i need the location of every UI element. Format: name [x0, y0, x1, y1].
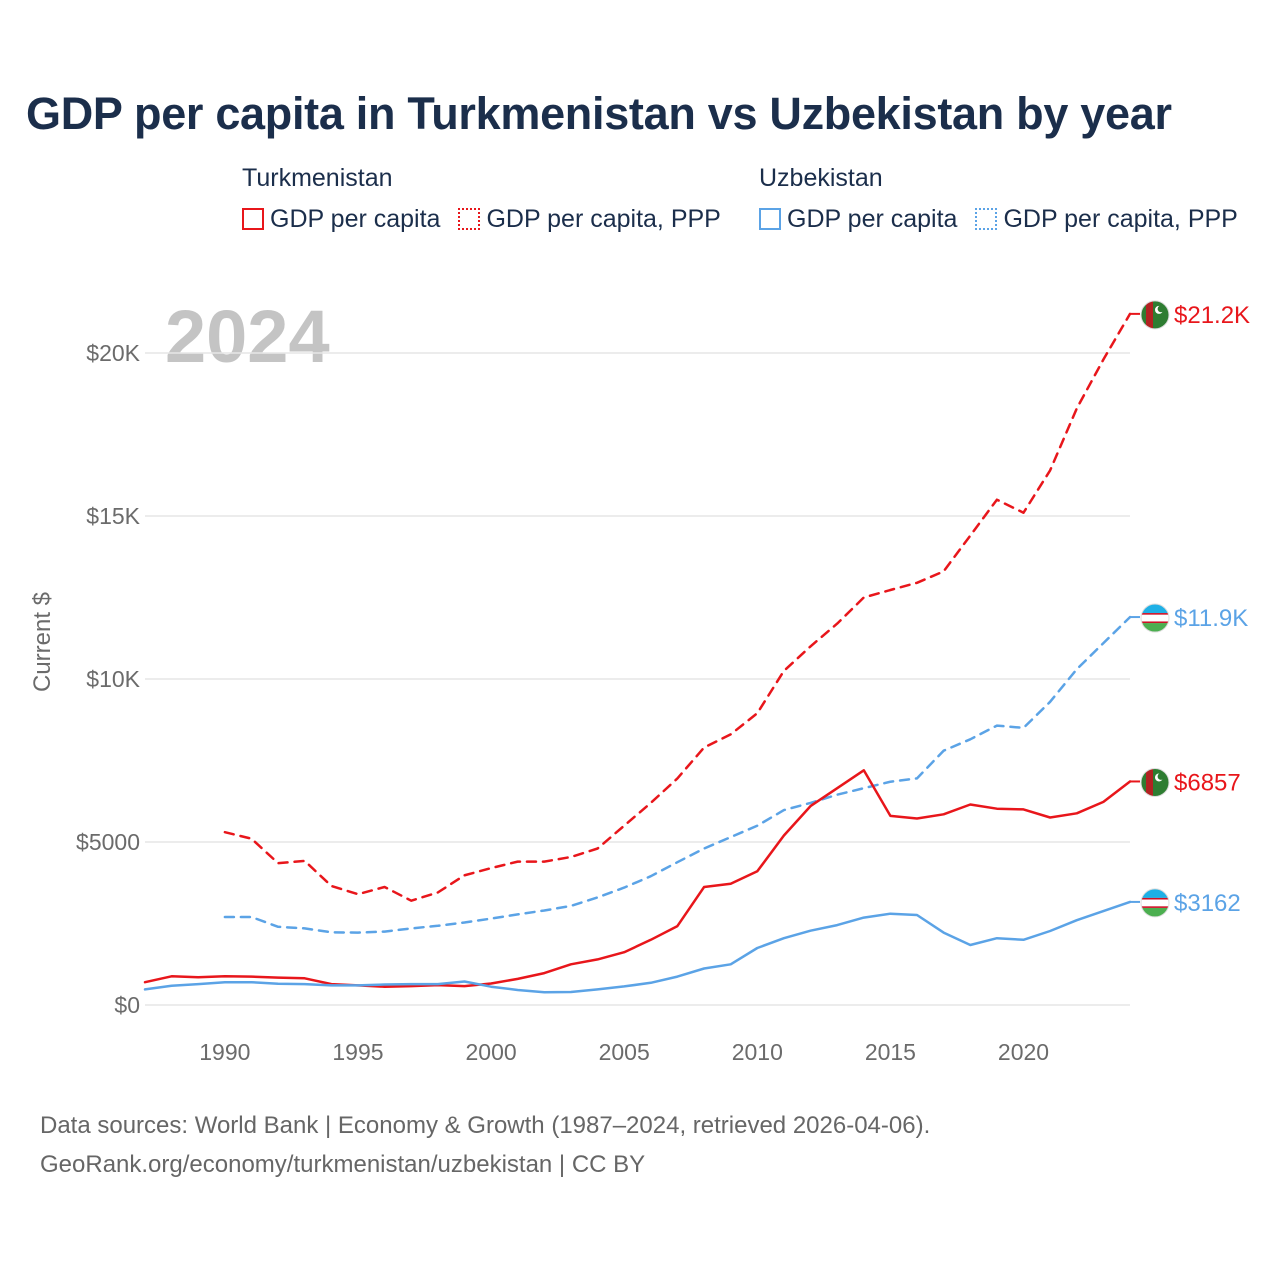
uzbekistan-flag-icon [1140, 888, 1170, 918]
series-line-turkmenistan-gdp-per-capita-ppp[interactable] [223, 312, 1132, 902]
legend-swatch-solid-icon [242, 208, 264, 230]
y-tick-label: $20K [86, 340, 140, 366]
y-axis-ticks: $0 $5000 $10K $15K $20K [76, 340, 141, 1018]
end-value-label: $21.2K [1174, 302, 1250, 329]
end-labels: $21.2K $11.9K $6857 $3162 [1130, 300, 1250, 918]
y-tick-label: $10K [86, 666, 140, 692]
chart-title: GDP per capita in Turkmenistan vs Uzbeki… [26, 88, 1172, 139]
x-tick-label: 2020 [998, 1039, 1049, 1065]
series-line-turkmenistan-gdp-per-capita[interactable] [143, 769, 1132, 988]
grid-lines [145, 352, 1130, 1006]
x-tick-label: 1995 [332, 1039, 383, 1065]
footer-link[interactable]: GeoRank.org/economy/turkmenistan/uzbekis… [40, 1151, 646, 1178]
end-value-label: $6857 [1174, 769, 1241, 796]
legend-item-uzbekistan-gdp-ppp[interactable]: GDP per capita, PPP [975, 204, 1238, 234]
x-tick-label: 1990 [199, 1039, 250, 1065]
y-tick-label: $0 [114, 992, 140, 1018]
y-axis-title: Current $ [29, 592, 56, 692]
legend-swatch-dotted-icon [458, 208, 481, 230]
x-tick-label: 2015 [865, 1039, 916, 1065]
turkmenistan-flag-icon [1140, 767, 1170, 797]
year-watermark: 2024 [165, 295, 330, 378]
x-tick-label: 2005 [599, 1039, 650, 1065]
legend-item-label: GDP per capita [270, 204, 441, 233]
x-axis-ticks: 1990 1995 2000 2005 2010 2015 2020 [199, 1039, 1049, 1065]
series-line-uzbekistan-gdp-per-capita[interactable] [143, 900, 1132, 994]
x-tick-label: 2010 [732, 1039, 783, 1065]
y-tick-label: $15K [86, 503, 140, 529]
uzbekistan-flag-icon [1140, 603, 1170, 633]
footer: Data sources: World Bank | Economy & Gro… [40, 1106, 930, 1184]
legend-item-label: GDP per capita, PPP [486, 204, 721, 233]
x-tick-label: 2000 [465, 1039, 516, 1065]
legend-swatch-solid-icon [759, 208, 781, 230]
legend-turkmenistan: Turkmenistan GDP per capita GDP per capi… [242, 162, 721, 234]
turkmenistan-flag-icon [1140, 300, 1170, 330]
legend-swatch-dotted-icon [975, 208, 998, 230]
legend-item-label: GDP per capita, PPP [1003, 204, 1238, 233]
legend-uzbekistan: Uzbekistan GDP per capita GDP per capita… [759, 162, 1238, 234]
end-value-label: $3162 [1174, 890, 1241, 917]
legend-item-label: GDP per capita [787, 204, 958, 233]
footer-sources: Data sources: World Bank | Economy & Gro… [40, 1112, 931, 1139]
legend-item-uzbekistan-gdp[interactable]: GDP per capita [759, 204, 957, 234]
y-tick-label: $5000 [76, 829, 140, 855]
legend-country-turkmenistan: Turkmenistan [242, 164, 393, 192]
series-lines [143, 312, 1132, 994]
end-value-label: $11.9K [1174, 605, 1248, 632]
series-line-uzbekistan-gdp-per-capita-ppp[interactable] [223, 615, 1132, 934]
legend-item-turkmenistan-gdp-ppp[interactable]: GDP per capita, PPP [458, 204, 721, 234]
legend-country-uzbekistan: Uzbekistan [759, 164, 883, 192]
legend-item-turkmenistan-gdp[interactable]: GDP per capita [242, 204, 440, 234]
